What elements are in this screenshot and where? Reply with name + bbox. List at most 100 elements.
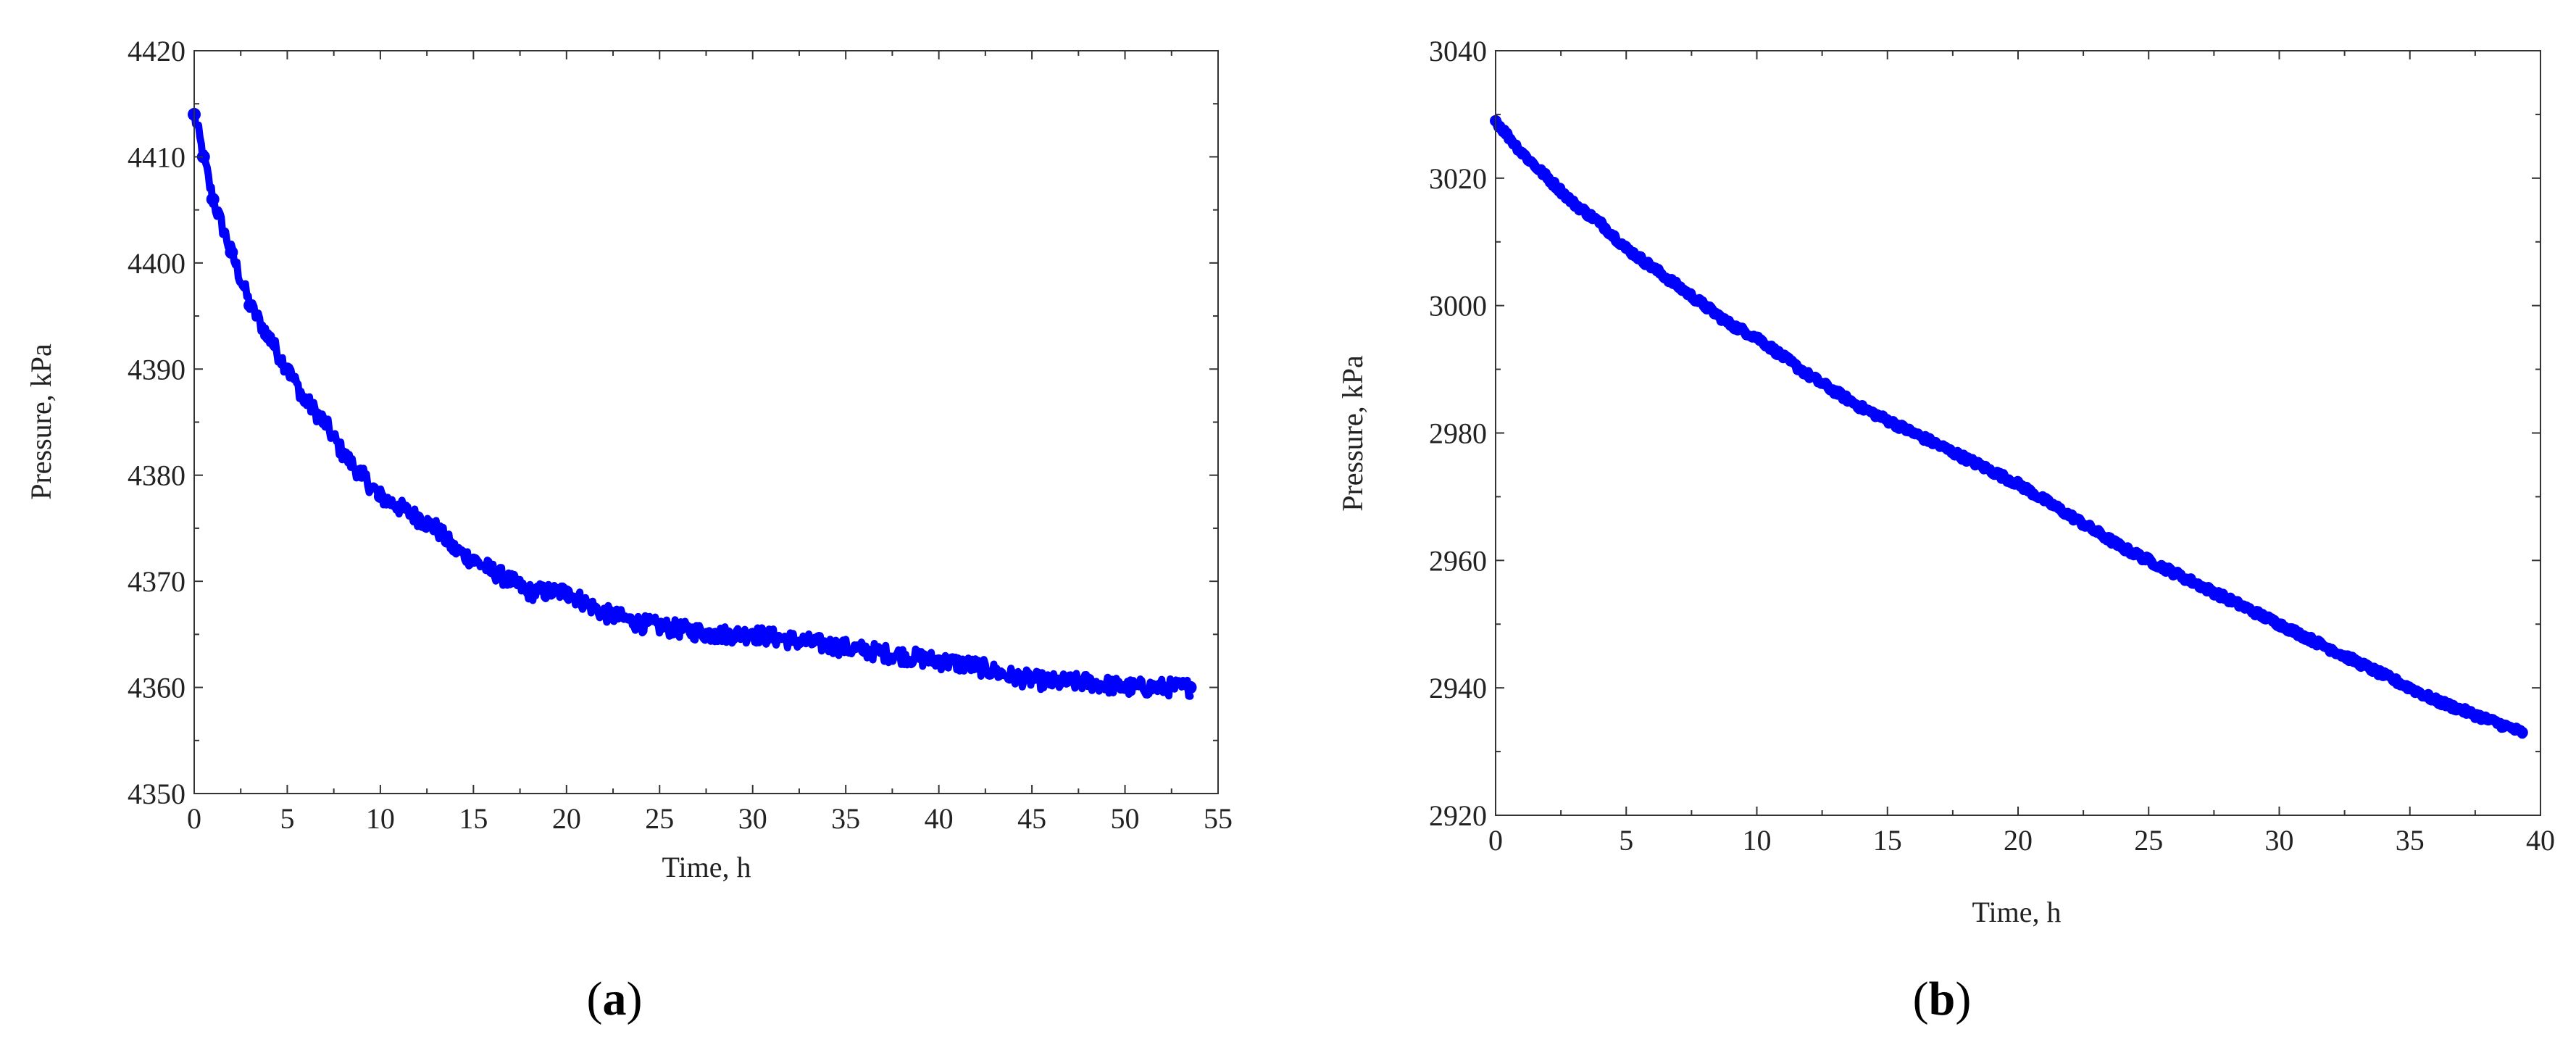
data-point bbox=[2325, 644, 2338, 656]
data-point bbox=[485, 564, 499, 578]
data-series-band bbox=[191, 108, 1194, 700]
data-point bbox=[448, 543, 462, 557]
x-tick-label: 0 bbox=[187, 802, 201, 835]
y-tick-label: 4350 bbox=[128, 778, 186, 810]
data-point bbox=[1081, 675, 1095, 689]
x-tick-label: 5 bbox=[1619, 824, 1633, 857]
x-tick-label: 35 bbox=[2396, 824, 2425, 857]
data-point bbox=[1568, 198, 1580, 209]
y-axis-label-a: Pressure, kPa bbox=[25, 344, 57, 500]
data-point bbox=[196, 150, 210, 164]
data-point bbox=[430, 521, 443, 535]
data-point bbox=[467, 553, 480, 567]
panel-label-b: (b) bbox=[1913, 973, 1972, 1025]
data-point bbox=[206, 193, 220, 206]
x-tick-label: 20 bbox=[552, 802, 581, 835]
x-tick-label: 50 bbox=[1111, 802, 1140, 835]
data-point bbox=[1646, 261, 1659, 273]
data-point bbox=[522, 585, 536, 599]
data-point bbox=[411, 511, 425, 525]
data-point bbox=[355, 468, 369, 482]
x-tick-label: 20 bbox=[2004, 824, 2033, 857]
data-point bbox=[1620, 242, 1633, 254]
data-series-band bbox=[1491, 115, 2527, 739]
data-point bbox=[932, 654, 946, 667]
y-axis-ticks-a: 4350 4360 4370 4380 4390 4400 4410 4420 bbox=[128, 35, 1218, 810]
y-tick-label: 4370 bbox=[128, 565, 186, 598]
x-tick-label: 25 bbox=[645, 802, 674, 835]
data-point bbox=[1118, 680, 1132, 694]
data-point bbox=[317, 415, 331, 429]
series-group-b bbox=[1490, 115, 2528, 739]
chart-panel-a: 4350 4360 4370 4380 4390 4400 4410 4420 0 5 10 15 2… bbox=[25, 35, 1233, 1025]
y-tick-label: 4420 bbox=[128, 35, 186, 67]
x-tick-label: 15 bbox=[459, 802, 488, 835]
data-point bbox=[857, 644, 871, 657]
x-tick-label: 45 bbox=[1017, 802, 1046, 835]
data-point bbox=[1183, 680, 1197, 694]
data-point bbox=[1043, 675, 1057, 689]
data-point bbox=[1751, 331, 1763, 344]
data-point bbox=[541, 585, 555, 599]
data-point bbox=[2221, 593, 2233, 605]
data-point bbox=[1959, 452, 1972, 465]
data-point bbox=[262, 330, 275, 344]
data-point bbox=[2430, 694, 2442, 707]
y-tick-label: 4390 bbox=[128, 353, 186, 386]
data-point bbox=[373, 490, 387, 503]
y-tick-label: 2920 bbox=[1429, 799, 1487, 832]
data-point bbox=[2169, 567, 2181, 579]
panel-label-a: (a) bbox=[587, 973, 643, 1025]
x-tick-label: 40 bbox=[925, 802, 954, 835]
data-point bbox=[783, 633, 797, 646]
data-point bbox=[634, 617, 648, 630]
data-point bbox=[1516, 146, 1528, 159]
data-point bbox=[2482, 714, 2494, 726]
x-tick-label: 30 bbox=[2265, 824, 2294, 857]
data-point bbox=[672, 623, 685, 636]
y-tick-label: 4360 bbox=[128, 672, 186, 704]
data-point bbox=[392, 500, 406, 514]
y-tick-label: 3040 bbox=[1429, 35, 1487, 67]
data-point bbox=[597, 607, 611, 620]
y-tick-label: 4400 bbox=[128, 247, 186, 280]
data-point bbox=[280, 362, 294, 376]
data-point bbox=[970, 659, 983, 673]
x-tick-label: 15 bbox=[1873, 824, 1902, 857]
data-point bbox=[1803, 370, 1815, 382]
series-group-a bbox=[188, 107, 1197, 700]
y-tick-label: 4410 bbox=[128, 141, 186, 173]
data-point bbox=[2377, 669, 2390, 681]
data-point bbox=[1542, 172, 1554, 184]
y-tick-label: 3000 bbox=[1429, 290, 1487, 322]
x-axis-label-a: Time, h bbox=[662, 851, 751, 883]
data-point bbox=[2516, 726, 2528, 738]
data-point bbox=[1672, 280, 1685, 293]
data-point bbox=[504, 575, 517, 588]
x-axis-ticks-b: 0 5 10 15 20 25 30 35 40 bbox=[1488, 51, 2555, 857]
data-point bbox=[1725, 319, 1737, 330]
y-tick-label: 2960 bbox=[1429, 544, 1487, 577]
panel-letter-a: a bbox=[603, 973, 627, 1025]
data-point bbox=[2273, 618, 2285, 630]
data-point bbox=[895, 649, 909, 662]
y-tick-label: 2940 bbox=[1429, 672, 1487, 704]
x-axis-label-b: Time, h bbox=[1972, 896, 2061, 928]
x-tick-label: 0 bbox=[1488, 824, 1503, 857]
data-point bbox=[820, 638, 834, 651]
data-point bbox=[2012, 478, 2024, 490]
x-tick-label: 10 bbox=[366, 802, 395, 835]
data-point bbox=[1907, 427, 1920, 439]
y-tick-label: 4380 bbox=[128, 459, 186, 492]
data-point bbox=[1855, 401, 1867, 414]
x-tick-label: 40 bbox=[2526, 824, 2555, 857]
y-tick-label: 2980 bbox=[1429, 417, 1487, 450]
x-tick-label: 35 bbox=[831, 802, 860, 835]
data-point bbox=[1006, 670, 1020, 683]
x-tick-label: 5 bbox=[280, 802, 294, 835]
x-tick-label: 55 bbox=[1204, 802, 1233, 835]
data-point bbox=[336, 447, 350, 461]
data-point bbox=[299, 394, 313, 408]
